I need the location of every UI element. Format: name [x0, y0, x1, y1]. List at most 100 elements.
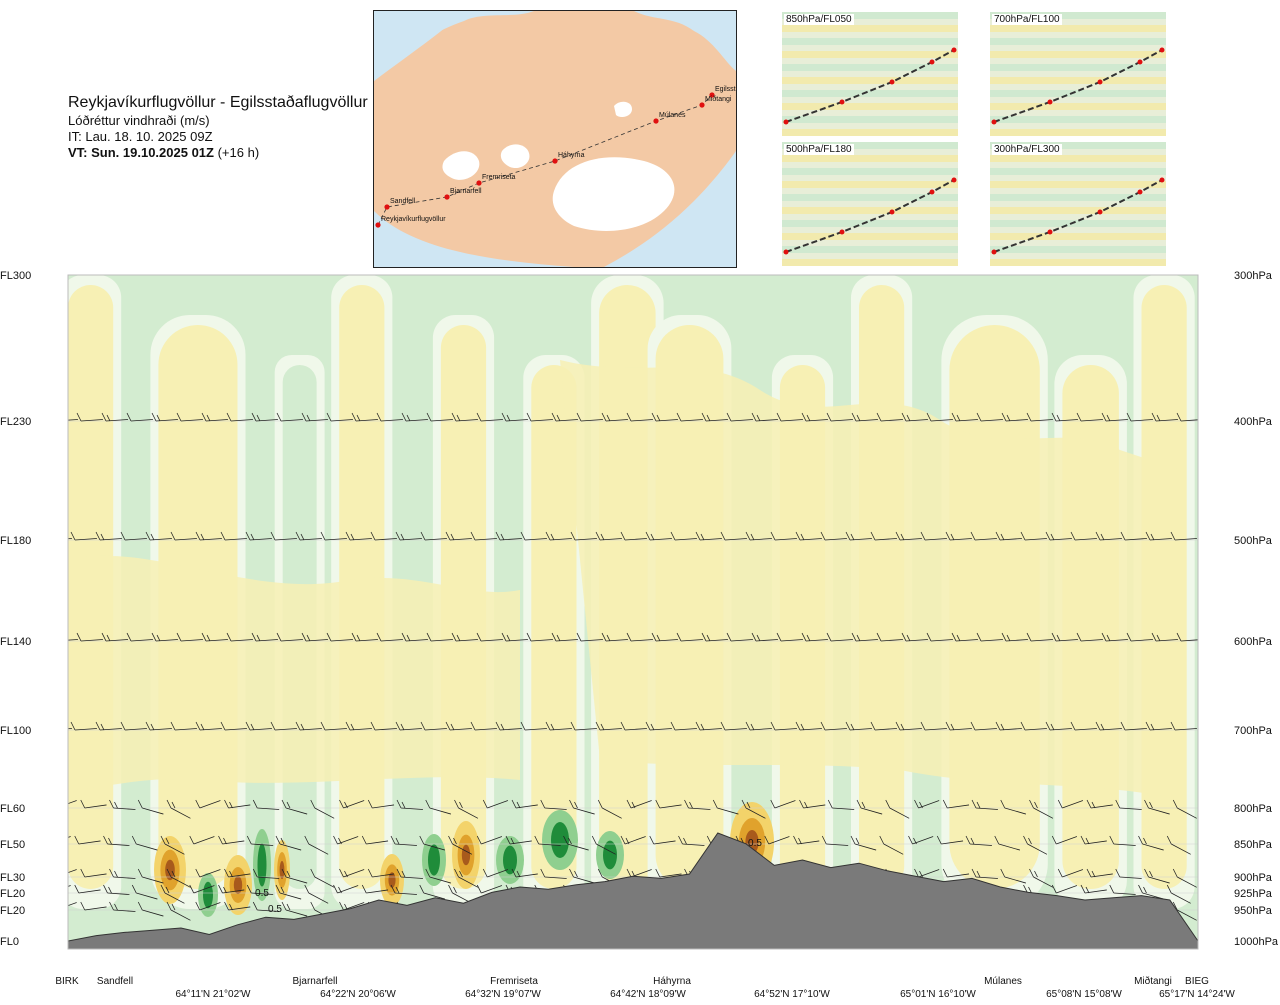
barb-shaft — [505, 639, 528, 642]
wind-barb — [76, 632, 103, 642]
thumb-band — [990, 155, 1166, 162]
barb-shaft — [1171, 843, 1191, 855]
barb-flag — [574, 870, 578, 878]
barb-shaft — [599, 538, 622, 541]
barb-shaft — [555, 639, 578, 642]
barb-shaft — [1090, 804, 1113, 809]
barb-shaft — [1062, 869, 1084, 878]
barb-flag — [516, 870, 521, 878]
terrain-fill — [67, 832, 1199, 950]
wind-barb — [1145, 531, 1172, 541]
wind-barb — [970, 721, 997, 731]
barb-flag — [306, 414, 311, 422]
barb-shaft — [400, 807, 423, 810]
barb-flag — [576, 412, 582, 422]
wind-barb — [1170, 531, 1197, 541]
wind-barb — [712, 868, 739, 884]
field-band-halo — [523, 355, 585, 909]
barb-shaft — [509, 840, 532, 845]
barb-shaft — [1180, 419, 1198, 422]
thumb-band — [990, 116, 1166, 123]
barb-shaft — [305, 639, 328, 642]
barb-shaft — [199, 902, 221, 911]
barb-shaft — [84, 804, 107, 809]
waypoint-dot — [709, 92, 715, 98]
barb-flag — [506, 414, 511, 422]
barb-shaft — [1033, 909, 1054, 921]
wind-barb — [770, 901, 796, 911]
barb-shaft — [918, 869, 940, 878]
barb-shaft — [717, 876, 739, 884]
barb-shaft — [567, 892, 589, 900]
wind-barb — [270, 531, 297, 541]
barb-flag — [806, 414, 811, 422]
barb-shaft — [1049, 728, 1072, 731]
barb-flag — [126, 412, 132, 422]
barb-shaft — [930, 639, 953, 642]
thumb-band — [782, 155, 958, 162]
barb-shaft — [1175, 275, 1181, 276]
barb-flag — [746, 801, 751, 809]
wind-barb — [251, 632, 278, 642]
wind-barb — [801, 632, 828, 642]
barb-shaft — [1142, 892, 1164, 900]
barb-flag — [1034, 903, 1038, 911]
barb-shaft — [499, 538, 522, 541]
barb-flag — [879, 884, 885, 894]
chart-title-block: Reykjavíkurflugvöllur - Egilsstaðaflugvö… — [68, 93, 368, 161]
barb-flag — [1006, 414, 1011, 422]
wind-barb — [1074, 275, 1081, 276]
barb-flag — [229, 801, 233, 809]
barb-flag — [149, 275, 150, 276]
barb-flag — [51, 838, 54, 844]
barb-flag — [919, 903, 923, 911]
wind-barb — [876, 412, 903, 422]
barb-flag — [994, 835, 1000, 845]
thumb-route — [785, 179, 955, 253]
wind-barb — [476, 884, 503, 894]
barb-flag — [995, 721, 1001, 731]
barb-shaft — [941, 889, 964, 894]
barb-flag — [845, 721, 851, 731]
barb-shaft — [1024, 538, 1047, 541]
coordinate-label: 64°42'N 18°09'W — [610, 989, 686, 1000]
barb-flag — [76, 412, 82, 422]
barb-shaft — [998, 892, 1021, 900]
barb-flag — [853, 275, 854, 276]
barb-shaft — [955, 419, 978, 422]
barb-shaft — [68, 639, 78, 641]
barb-flag — [799, 799, 804, 809]
barb-flag — [499, 275, 500, 276]
pressure-level-label: 800hPa — [1234, 803, 1273, 815]
barb-shaft — [68, 419, 78, 421]
wind-barb — [281, 901, 308, 917]
barb-shaft — [674, 538, 697, 541]
barb-shaft — [1005, 639, 1028, 642]
barb-shaft — [279, 843, 302, 851]
barb-flag — [450, 723, 455, 731]
barb-shaft — [299, 538, 322, 541]
barb-shaft — [749, 728, 772, 731]
wind-barb — [674, 275, 681, 276]
barb-shaft — [899, 538, 922, 541]
barb-flag — [108, 837, 112, 845]
thumb-waypoint — [1159, 177, 1165, 183]
wind-barb — [995, 531, 1022, 541]
barb-shaft — [136, 843, 158, 851]
wind-barb — [1086, 901, 1113, 911]
barb-flag — [798, 837, 802, 845]
barb-flag — [174, 275, 175, 276]
barb-shaft — [125, 275, 131, 276]
field-band — [68, 285, 114, 889]
downdraft-cell — [542, 810, 578, 870]
wind-barb — [626, 901, 652, 911]
barb-shaft — [423, 892, 446, 900]
barb-flag — [300, 723, 305, 731]
barb-shaft — [530, 639, 553, 642]
barb-flag — [913, 837, 917, 845]
wind-barb — [131, 835, 158, 851]
barb-flag — [1151, 412, 1157, 422]
thumbnail-label: 700hPa/FL100 — [992, 14, 1062, 25]
barb-flag — [1074, 275, 1075, 276]
barb-shaft — [659, 906, 682, 911]
